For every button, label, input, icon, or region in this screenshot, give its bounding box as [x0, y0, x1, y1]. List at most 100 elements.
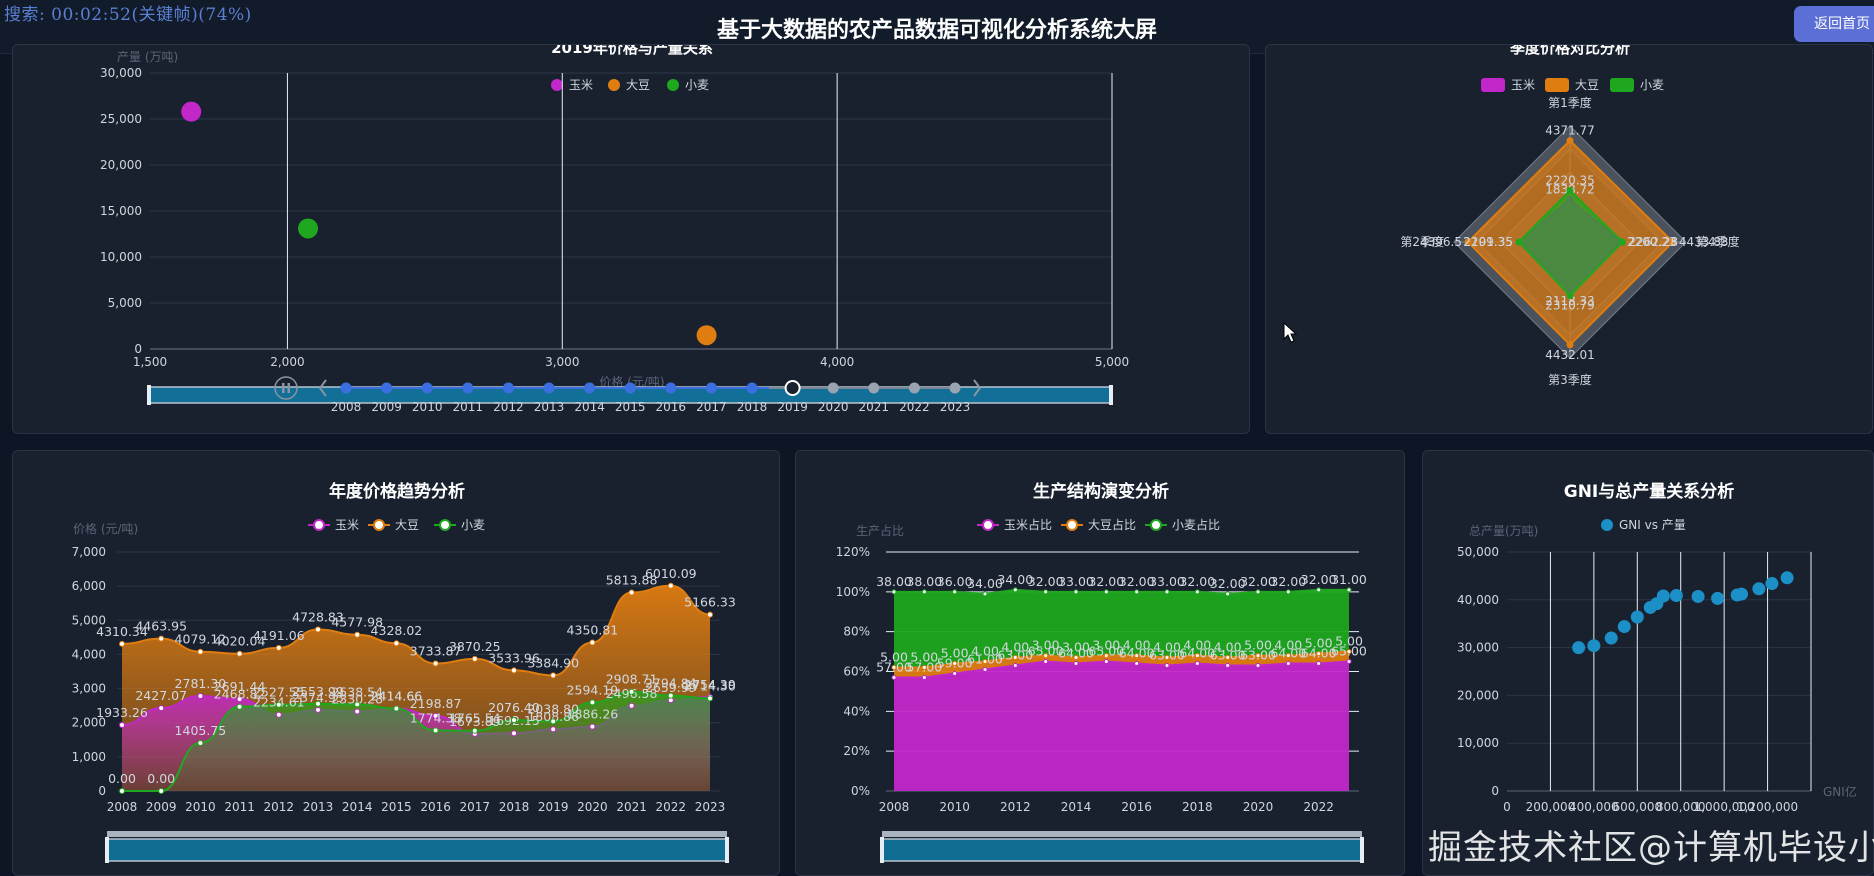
data-point-大豆 — [315, 626, 321, 633]
y-tick-label: 0% — [851, 784, 870, 798]
zoom-slider-handle-right[interactable] — [1360, 837, 1364, 863]
y-tick-label: 15,000 — [100, 204, 142, 218]
x-tick-label: 400,000 — [1569, 800, 1619, 814]
timeline-year-label: 2013 — [534, 400, 565, 414]
data-label-大豆占比: 5.00 — [1335, 634, 1363, 649]
y-tick-label: 80% — [843, 625, 870, 639]
timeline-year-dot[interactable] — [827, 382, 839, 394]
timeline-handle-left — [147, 385, 151, 405]
data-label-玉米: 2198.87 — [410, 696, 462, 711]
y-tick-label: 25,000 — [100, 112, 142, 126]
timeline-year-dot[interactable] — [421, 382, 433, 394]
data-point — [1225, 655, 1231, 661]
x-tick-label: 2018 — [499, 800, 530, 814]
y-tick-label: 2,000 — [72, 716, 106, 730]
chart-title: 季度价格对比分析 — [1510, 45, 1630, 57]
data-label-小麦: 1405.75 — [175, 723, 227, 738]
legend-item-2-marker — [667, 79, 679, 91]
timeline-year-dot[interactable] — [624, 382, 636, 394]
data-point-大豆 — [236, 650, 243, 657]
data-label-小麦: 2908.71 — [606, 672, 658, 687]
timeline-current-year[interactable] — [784, 380, 801, 396]
data-point-小麦 — [550, 718, 557, 725]
zoom-slider-track[interactable] — [106, 838, 728, 862]
zoom-slider-bar[interactable] — [882, 831, 1362, 837]
data-label-小麦占比: 38.00 — [876, 574, 912, 589]
production-structure-panel: 生产结构演变分析 玉米占比 大豆占比 小麦占比 生产占比 0% 20% 40% 60% 80% 10… — [795, 450, 1405, 876]
data-label-小麦: 2538.54 — [331, 684, 383, 699]
data-label-大豆占比: 3.00 — [1092, 638, 1120, 653]
x-axis-label: GNI亿 — [1823, 784, 1857, 799]
data-label-小麦: 0.00 — [147, 771, 175, 786]
data-label-小麦: 1774.38 — [410, 710, 462, 725]
data-label-小麦占比: 32.00 — [1028, 574, 1064, 589]
x-tick-label: 0 — [1503, 800, 1511, 814]
timeline-play-button[interactable] — [274, 376, 298, 400]
timeline-year-label: 2014 — [574, 400, 605, 414]
gni-point — [1691, 589, 1705, 603]
data-label-玉米: 1673.89 — [449, 714, 501, 729]
data-point — [1255, 663, 1261, 669]
data-point-大豆 — [471, 655, 478, 662]
stack-area-玉米占比 — [894, 661, 1349, 791]
timeline-year-dot[interactable] — [746, 382, 758, 394]
data-point-小麦 — [667, 692, 674, 699]
timeline-year-dot[interactable] — [543, 382, 555, 394]
timeline-year-dot[interactable] — [908, 382, 920, 394]
data-point-大豆 — [158, 635, 165, 642]
data-point-大豆 — [628, 589, 635, 596]
y-tick-label: 7,000 — [72, 545, 106, 559]
data-point-小麦 — [471, 727, 478, 734]
timeline-year-dot[interactable] — [705, 382, 717, 394]
y-tick-label: 40,000 — [1457, 593, 1499, 607]
data-point-大豆 — [432, 660, 439, 667]
y-tick-label: 60% — [843, 665, 870, 679]
data-point — [1346, 649, 1352, 655]
timeline-year-label: 2011 — [453, 400, 484, 414]
line-大豆 — [121, 584, 711, 677]
x-tick-label: 200,000 — [1526, 800, 1576, 814]
data-point — [1194, 661, 1200, 667]
timeline-year-dot[interactable] — [462, 382, 474, 394]
data-point — [1134, 589, 1140, 595]
timeline-year-label: 2020 — [818, 400, 849, 414]
x-tick-label: 2023 — [695, 800, 726, 814]
timeline-year-dot[interactable] — [584, 382, 596, 394]
timeline-year-dot[interactable] — [502, 382, 514, 394]
data-label-玉米: 2427.07 — [135, 688, 187, 703]
data-label-大豆: 3870.25 — [449, 639, 501, 654]
data-point-玉米 — [550, 726, 557, 733]
chart-title: GNI与总产量关系分析 — [1564, 481, 1735, 502]
timeline-year-label: 2018 — [737, 400, 768, 414]
legend-item-0-marker — [1601, 519, 1613, 531]
data-label-大豆占比: 4.00 — [1153, 640, 1181, 655]
timeline-year-dot[interactable] — [949, 382, 961, 394]
gni-point — [1587, 639, 1601, 653]
zoom-slider-handle-left[interactable] — [105, 837, 109, 863]
timeline-next-icon[interactable] — [973, 379, 982, 397]
timeline-prev-icon[interactable] — [318, 379, 327, 397]
data-label-大豆: 3733.87 — [410, 644, 462, 659]
timeline-year-label: 2022 — [899, 400, 930, 414]
timeline-year-dot[interactable] — [868, 382, 880, 394]
data-label-小麦: 2714.30 — [684, 678, 736, 693]
zoom-slider-handle-left[interactable] — [880, 837, 884, 863]
x-tick-label: 2010 — [185, 800, 216, 814]
data-label-小麦: 2076.40 — [488, 700, 540, 715]
timeline-year-dot[interactable] — [665, 382, 677, 394]
gni-point — [1711, 591, 1725, 605]
data-point — [1194, 653, 1200, 659]
back-home-button[interactable]: 返回首页 — [1794, 6, 1874, 42]
data-point-大豆 — [119, 640, 125, 647]
zoom-slider-track[interactable] — [881, 838, 1363, 862]
data-point-玉米 — [628, 702, 635, 709]
data-point — [1073, 655, 1079, 661]
data-point — [1164, 663, 1170, 669]
y-axis-label: 生产占比 — [856, 523, 904, 538]
zoom-slider-handle-right[interactable] — [725, 837, 729, 863]
data-label-小麦占比: 34.00 — [997, 572, 1033, 587]
x-tick-label: 2009 — [146, 800, 177, 814]
zoom-slider-bar[interactable] — [107, 831, 727, 837]
timeline-year-dot[interactable] — [381, 382, 393, 394]
timeline-year-dot[interactable] — [340, 382, 352, 394]
